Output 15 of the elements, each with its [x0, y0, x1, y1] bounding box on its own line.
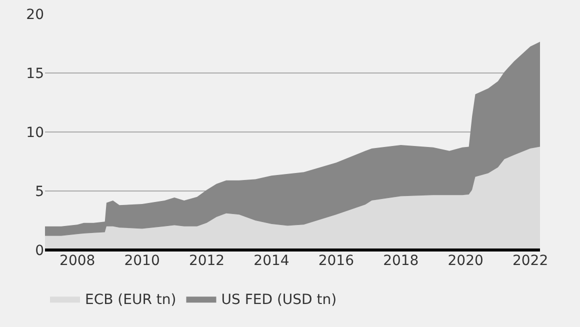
x-tick-label: 2008	[60, 253, 96, 269]
y-tick-label: 10	[26, 124, 44, 141]
y-tick-label: 15	[26, 66, 44, 82]
y-tick-label: 20	[26, 6, 44, 23]
x-tick-label: 2018	[383, 253, 419, 269]
x-tick-label: 2014	[254, 253, 290, 269]
legend-label: ECB (EUR tn)	[85, 292, 176, 308]
x-tick-label: 2016	[318, 253, 354, 269]
x-tick-label: 2020	[448, 253, 484, 269]
x-tick-label: 2012	[188, 253, 225, 269]
x-tick-label: 2010	[124, 253, 160, 269]
y-tick-label: 5	[35, 184, 44, 200]
x-tick-label: 2022	[512, 253, 548, 269]
y-tick-label: 0	[35, 242, 44, 259]
legend-label: US FED (USD tn)	[221, 292, 337, 308]
